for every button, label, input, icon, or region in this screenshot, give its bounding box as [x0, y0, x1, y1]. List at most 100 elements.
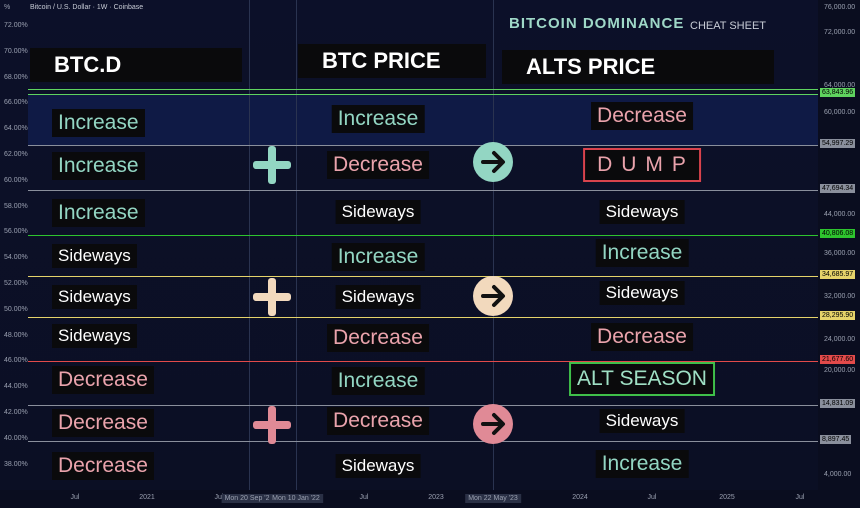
price-tag: 14,831.09: [820, 399, 856, 408]
right-axis-label: 44,000.00: [824, 211, 856, 218]
level-line: [28, 361, 818, 362]
arrow-icon: [473, 142, 513, 182]
arrow-icon: [473, 276, 513, 316]
table-cell: Decrease: [327, 324, 429, 352]
price-tag: 47,694.34: [820, 184, 856, 193]
left-axis-label: 56.00%: [4, 228, 28, 236]
table-cell: Sideways: [52, 324, 137, 348]
left-axis-label: 64.00%: [4, 125, 28, 133]
time-line: [249, 0, 250, 490]
table-cell: DUMP: [583, 148, 701, 182]
level-line: [28, 190, 818, 191]
table-cell: Sideways: [335, 285, 421, 309]
title: BITCOIN DOMINANCE: [509, 15, 685, 32]
price-tag: 54,997.29: [820, 139, 856, 148]
arrow: [481, 413, 505, 435]
time-label: 2025: [719, 494, 735, 501]
left-axis-label: 66.00%: [4, 99, 28, 107]
time-label: Mon 22 May '23: [465, 494, 521, 503]
table-cell: Decrease: [591, 102, 693, 130]
time-label: 2023: [428, 494, 444, 501]
table-cell: Sideways: [335, 454, 421, 478]
left-axis-label: 62.00%: [4, 151, 28, 158]
left-axis-label: 38.00%: [4, 460, 28, 468]
left-axis-label: 44.00%: [4, 383, 28, 391]
price-tag: 34,685.97: [820, 270, 856, 279]
price-tag: 8,897.45: [820, 435, 852, 444]
time-label: Jul: [795, 494, 805, 501]
table-cell: Sideways: [335, 200, 421, 224]
time-line: [493, 0, 494, 490]
table-cell: Increase: [331, 243, 425, 271]
table-cell: Increase: [331, 367, 425, 395]
level-line: [28, 405, 818, 406]
column-header: ALTS PRICE: [502, 50, 774, 84]
level-line: [28, 441, 818, 442]
plus-icon: [253, 146, 291, 184]
table-cell: Decrease: [591, 323, 693, 351]
left-axis-label: 58.00%: [4, 202, 28, 210]
level-line: [28, 317, 818, 318]
time-label: Jul: [647, 494, 657, 501]
time-line: [296, 0, 297, 490]
left-axis-label: 60.00%: [4, 176, 28, 184]
left-axis-label: 70.00%: [4, 47, 28, 55]
plus-icon: [253, 278, 291, 316]
plus-icon: [253, 406, 291, 444]
left-axis-label: 42.00%: [4, 409, 28, 416]
left-axis-label: 72.00%: [4, 22, 28, 29]
left-axis-label: 68.00%: [4, 73, 28, 81]
time-label: 2021: [139, 494, 155, 501]
table-cell: Sideways: [52, 285, 137, 309]
table-cell: Decrease: [327, 407, 429, 435]
time-label: Jul: [70, 494, 80, 501]
price-tag: 63,843.96: [820, 88, 856, 97]
right-axis-label: 76,000.00: [824, 4, 856, 11]
right-axis-label: 32,000.00: [824, 293, 856, 300]
table-cell: Decrease: [52, 452, 154, 480]
table-cell: Sideways: [52, 244, 137, 268]
right-axis: [818, 0, 860, 490]
symbol: Bitcoin / U.S. Dollar · 1W · Coinbase: [30, 4, 144, 11]
level-line: [28, 145, 818, 146]
time-label: Mon 20 Sep '21: [221, 494, 277, 503]
left-axis-label: 40.00%: [4, 434, 28, 442]
left-axis-label: 46.00%: [4, 357, 28, 365]
table-cell: Sideways: [599, 409, 685, 433]
price-tag: 21,677.60: [820, 355, 856, 364]
right-axis-label: 20,000.00: [824, 367, 856, 374]
level-line: [28, 235, 818, 236]
time-label: 2024: [572, 494, 588, 501]
column-header: BTC.D: [30, 48, 242, 82]
table-cell: Sideways: [599, 200, 685, 224]
table-cell: ALT SEASON: [569, 362, 715, 396]
subtitle: CHEAT SHEET: [690, 20, 766, 32]
arrow: [481, 285, 505, 307]
price-tag: 40,806.08: [820, 229, 856, 238]
column-header: BTC PRICE: [298, 44, 486, 78]
left-axis-label: 52.00%: [4, 280, 28, 287]
table-cell: Decrease: [52, 409, 154, 437]
table-cell: Decrease: [52, 366, 154, 394]
table-cell: Increase: [52, 199, 145, 227]
level-line: [28, 89, 818, 90]
right-axis-label: 72,000.00: [824, 29, 856, 36]
right-axis-label: 4,000.00: [824, 471, 852, 478]
time-label: Jul: [359, 494, 369, 501]
right-axis-label: 60,000.00: [824, 109, 856, 116]
left-axis-label: 54.00%: [4, 254, 28, 262]
table-cell: Increase: [52, 109, 145, 137]
table-cell: Increase: [595, 239, 689, 267]
axis-unit: %: [4, 4, 11, 11]
left-axis-label: 48.00%: [4, 331, 28, 339]
arrow: [481, 151, 505, 173]
time-label: Mon 10 Jan '22: [269, 494, 323, 503]
time-axis: [0, 490, 860, 508]
level-line: [28, 94, 818, 95]
left-axis-label: 50.00%: [4, 305, 28, 313]
right-axis-label: 36,000.00: [824, 250, 856, 257]
level-line: [28, 276, 818, 277]
table-cell: Decrease: [327, 151, 429, 179]
right-axis-label: 24,000.00: [824, 336, 856, 343]
